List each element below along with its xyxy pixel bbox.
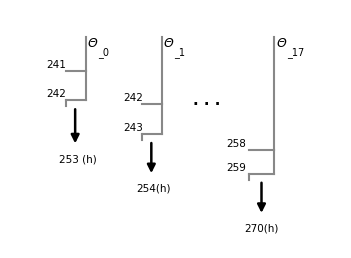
Text: _0: _0 [98,47,109,58]
Text: 254(h): 254(h) [137,184,171,194]
Text: 258: 258 [226,139,246,149]
Text: 242: 242 [47,90,66,100]
Text: Θ: Θ [87,37,97,50]
Text: Θ: Θ [164,37,173,50]
Text: Θ: Θ [277,37,286,50]
Text: 243: 243 [123,123,143,133]
Text: . . .: . . . [193,93,221,108]
Text: 259: 259 [226,163,246,173]
Text: _1: _1 [174,47,185,58]
Text: 253 (h): 253 (h) [59,154,97,164]
Text: 270(h): 270(h) [244,224,278,234]
Text: 241: 241 [47,60,66,70]
Text: 242: 242 [123,93,143,103]
Text: _17: _17 [287,47,305,58]
